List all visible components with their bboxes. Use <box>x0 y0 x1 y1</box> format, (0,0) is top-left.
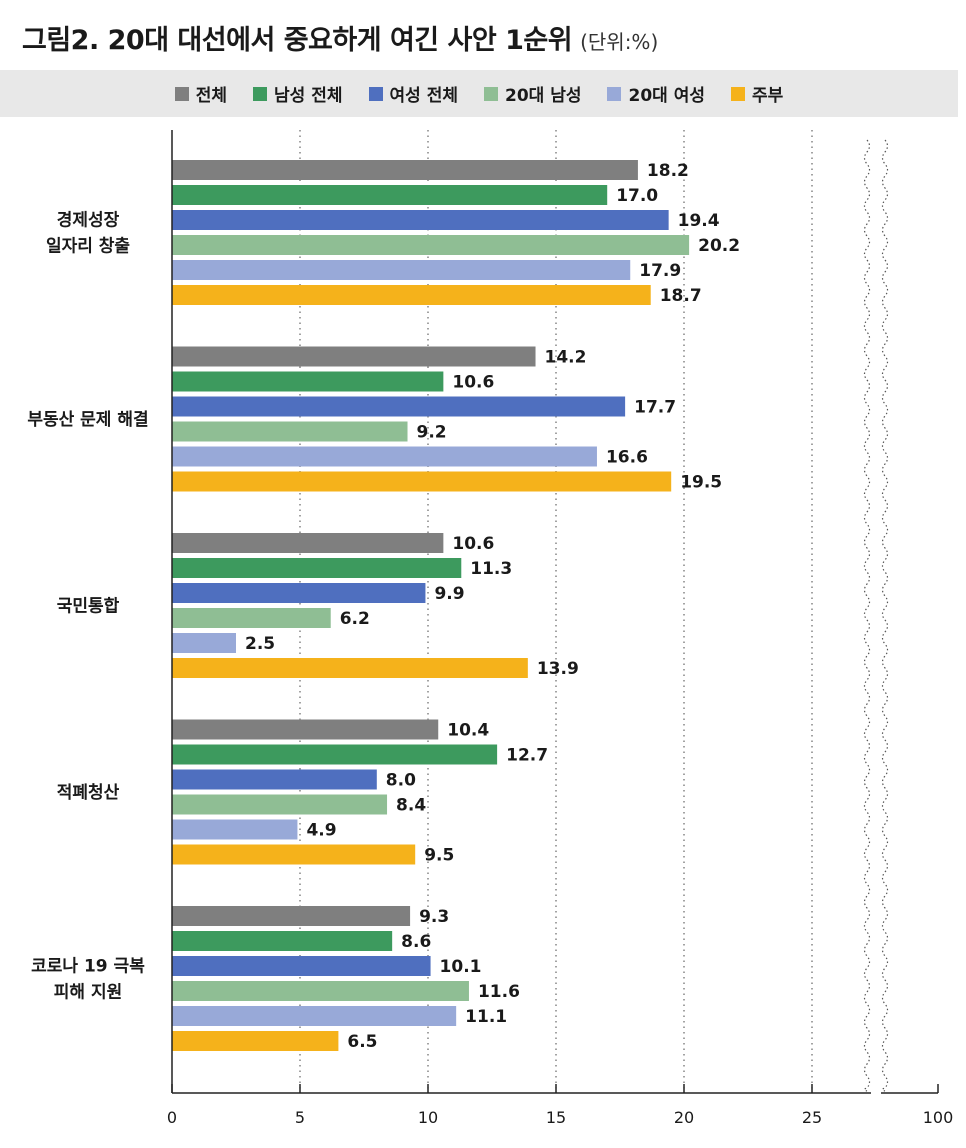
data-label: 8.4 <box>396 796 426 816</box>
legend-label: 여성 전체 <box>389 86 458 106</box>
data-label: 10.1 <box>440 957 482 977</box>
bar <box>172 235 690 255</box>
data-label: 10.4 <box>447 721 489 741</box>
data-label: 8.0 <box>386 771 416 791</box>
legend-item: 20대 여성 <box>607 81 705 106</box>
bar <box>172 285 651 305</box>
x-tick-label: 10 <box>418 1108 438 1127</box>
x-tick-label: 25 <box>802 1108 822 1127</box>
bar <box>172 931 393 951</box>
legend-swatch <box>174 86 189 101</box>
data-label: 16.6 <box>606 448 648 468</box>
data-label: 9.9 <box>434 584 464 604</box>
data-label: 17.0 <box>616 186 658 206</box>
axis-break-line <box>881 139 889 1092</box>
bar <box>172 819 298 840</box>
x-tick-label: 5 <box>295 1108 305 1127</box>
data-label: 2.5 <box>245 634 275 654</box>
data-label: 12.7 <box>506 746 548 766</box>
bar <box>172 260 631 280</box>
x-tick-label: 15 <box>546 1108 566 1127</box>
bar <box>172 533 444 553</box>
category-label: 피해 지원 <box>54 983 122 1003</box>
data-label: 19.4 <box>678 211 720 231</box>
data-label: 19.5 <box>680 473 722 493</box>
legend-item: 남성 전체 <box>253 81 343 106</box>
legend-label: 전체 <box>195 86 228 106</box>
bar <box>172 608 331 628</box>
chart-unit: (단위:%) <box>580 30 659 54</box>
bar <box>172 956 431 976</box>
bar <box>172 744 498 765</box>
axis-break-line <box>863 139 871 1092</box>
bar <box>172 794 388 815</box>
legend-label: 20대 여성 <box>628 86 705 106</box>
data-label: 9.2 <box>417 423 447 443</box>
bar <box>172 844 416 865</box>
bar <box>172 906 411 926</box>
legend-item: 전체 <box>174 81 228 106</box>
bar <box>172 471 672 492</box>
data-label: 13.9 <box>537 659 579 679</box>
data-label: 17.7 <box>634 398 676 418</box>
bar <box>172 210 669 230</box>
data-label: 18.7 <box>660 286 702 306</box>
legend-item: 여성 전체 <box>368 81 458 106</box>
data-label: 10.6 <box>452 534 494 554</box>
data-label: 11.6 <box>478 982 520 1002</box>
category-label: 적폐청산 <box>57 782 120 803</box>
data-label: 6.5 <box>347 1032 377 1052</box>
category-label: 국민통합 <box>57 596 120 617</box>
data-label: 6.2 <box>340 609 370 629</box>
legend-label: 20대 남성 <box>504 86 582 106</box>
bar <box>172 346 536 367</box>
legend-swatch <box>483 86 498 101</box>
category-label: 부동산 문제 해결 <box>27 410 148 430</box>
data-label: 8.6 <box>401 932 431 952</box>
bar <box>172 658 528 678</box>
bar <box>172 446 597 467</box>
data-label: 11.1 <box>465 1007 507 1027</box>
legend-label: 남성 전체 <box>274 86 343 106</box>
bar <box>172 421 408 442</box>
data-label: 20.2 <box>698 236 740 256</box>
data-label: 18.2 <box>647 161 689 181</box>
bar <box>172 583 426 603</box>
data-label: 10.6 <box>452 373 494 393</box>
legend-label: 주부 <box>751 86 784 106</box>
bar <box>172 719 439 740</box>
x-tick-label: 0 <box>167 1108 177 1127</box>
legend-swatch <box>253 86 268 101</box>
bar <box>172 1006 457 1026</box>
category-label: 코로나 19 극복 <box>31 957 145 977</box>
data-label: 4.9 <box>306 821 336 841</box>
bar <box>172 1031 339 1051</box>
data-label: 17.9 <box>639 261 681 281</box>
legend-swatch <box>730 86 745 101</box>
legend-item: 20대 남성 <box>483 81 582 106</box>
bar <box>172 185 608 205</box>
legend-swatch <box>607 86 622 101</box>
legend: 전체 남성 전체 여성 전체 20대 남성 20대 여성 주부 <box>0 70 958 117</box>
bar <box>172 396 626 417</box>
bar <box>172 160 638 180</box>
x-tick-label: 100 <box>923 1108 954 1127</box>
bar <box>172 769 377 790</box>
chart-title: 그림2. 20대 대선에서 중요하게 여긴 사안 1순위 <box>22 25 573 56</box>
data-label: 9.5 <box>424 846 454 866</box>
bar <box>172 633 236 653</box>
x-tick-label: 20 <box>674 1108 694 1127</box>
bar <box>172 558 462 578</box>
data-label: 9.3 <box>419 907 449 927</box>
legend-swatch <box>368 86 383 101</box>
category-label: 경제성장 <box>57 211 120 231</box>
bar <box>172 371 444 392</box>
category-label: 일자리 창출 <box>46 237 130 257</box>
data-label: 11.3 <box>470 559 512 579</box>
title-row: 그림2. 20대 대선에서 중요하게 여긴 사안 1순위 (단위:%) <box>22 18 658 62</box>
data-label: 14.2 <box>545 348 587 368</box>
bar <box>172 981 469 1001</box>
legend-item: 주부 <box>730 81 784 106</box>
